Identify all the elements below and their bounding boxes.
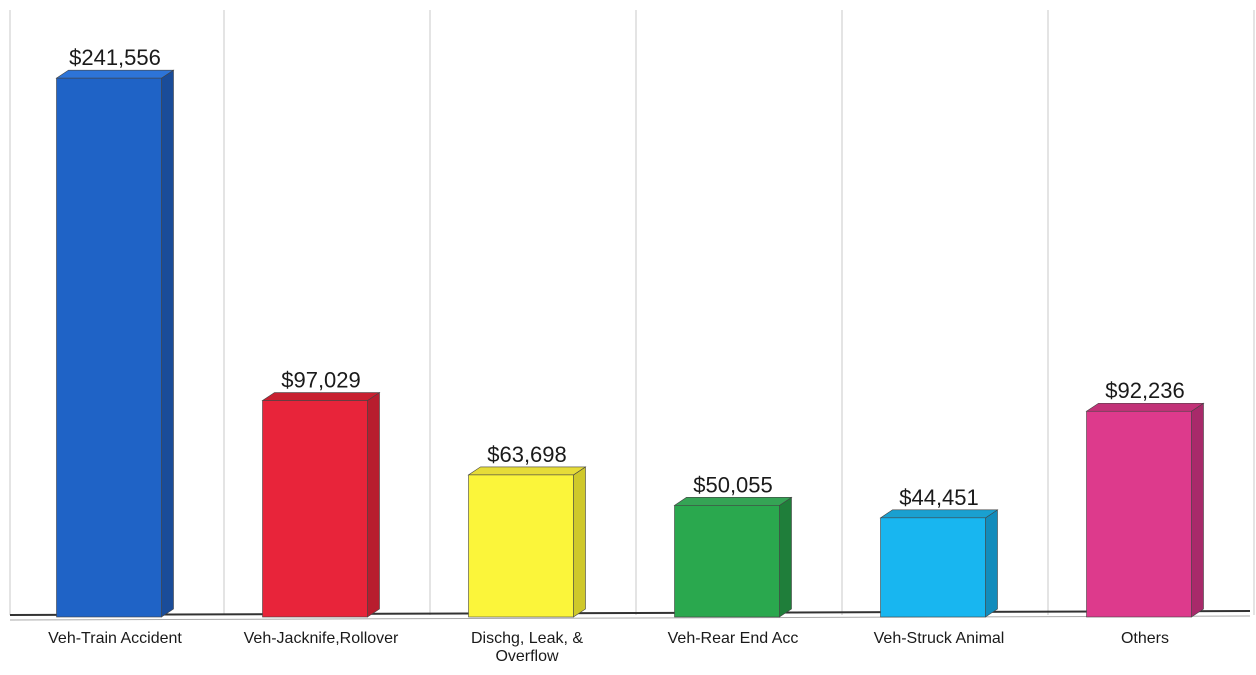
- bar-front: [880, 517, 986, 618]
- value-label: $63,698: [487, 442, 567, 467]
- category-label: Dischg, Leak, &: [471, 630, 583, 647]
- value-labels: $241,556 $97,029 $63,698 $50,055 $44,451 $92,…: [69, 45, 1185, 510]
- bar-side: [367, 391, 380, 618]
- value-label: $92,236: [1105, 378, 1185, 403]
- bar-front: [56, 77, 162, 618]
- bar-top: [467, 466, 587, 476]
- category-label: Veh-Rear End Acc: [668, 630, 799, 647]
- bar-top: [55, 69, 175, 79]
- bar: [261, 391, 381, 618]
- bar-top: [261, 392, 381, 401]
- bar-side: [1191, 402, 1204, 618]
- grid-lines: [9, 10, 1255, 615]
- bar-front: [674, 505, 780, 618]
- bar-side: [779, 496, 792, 618]
- category-label: Veh-Jacknife,Rollover: [244, 630, 399, 647]
- bar: [879, 509, 999, 618]
- category-label: Veh-Struck Animal: [874, 630, 1005, 647]
- value-label: $97,029: [281, 368, 361, 393]
- baseline: [9, 610, 1251, 616]
- bar-front: [262, 400, 368, 618]
- bar-side: [161, 69, 174, 618]
- bar-top: [879, 509, 999, 519]
- baseline-shadow: [9, 615, 1251, 621]
- value-label: $50,055: [693, 472, 773, 497]
- value-label: $44,451: [899, 485, 979, 510]
- category-label: Veh-Train Accident: [48, 630, 182, 647]
- bar: [55, 69, 175, 618]
- bar: [673, 496, 793, 618]
- category-label: Others: [1121, 630, 1169, 647]
- bar-front: [1086, 410, 1192, 618]
- category-label: Overflow: [495, 648, 559, 665]
- bar: [467, 466, 587, 618]
- bar-side: [985, 509, 998, 618]
- bars: [55, 69, 1205, 618]
- bar: [1085, 402, 1205, 618]
- bar-top: [673, 497, 793, 506]
- bar-top: [1085, 402, 1205, 412]
- category-labels: Veh-Train Accident Veh-Jacknife,Rollover D…: [48, 630, 1169, 665]
- x-axis: [9, 610, 1251, 621]
- bar-front: [468, 474, 574, 618]
- value-label: $241,556: [69, 45, 161, 70]
- bar-side: [573, 466, 586, 618]
